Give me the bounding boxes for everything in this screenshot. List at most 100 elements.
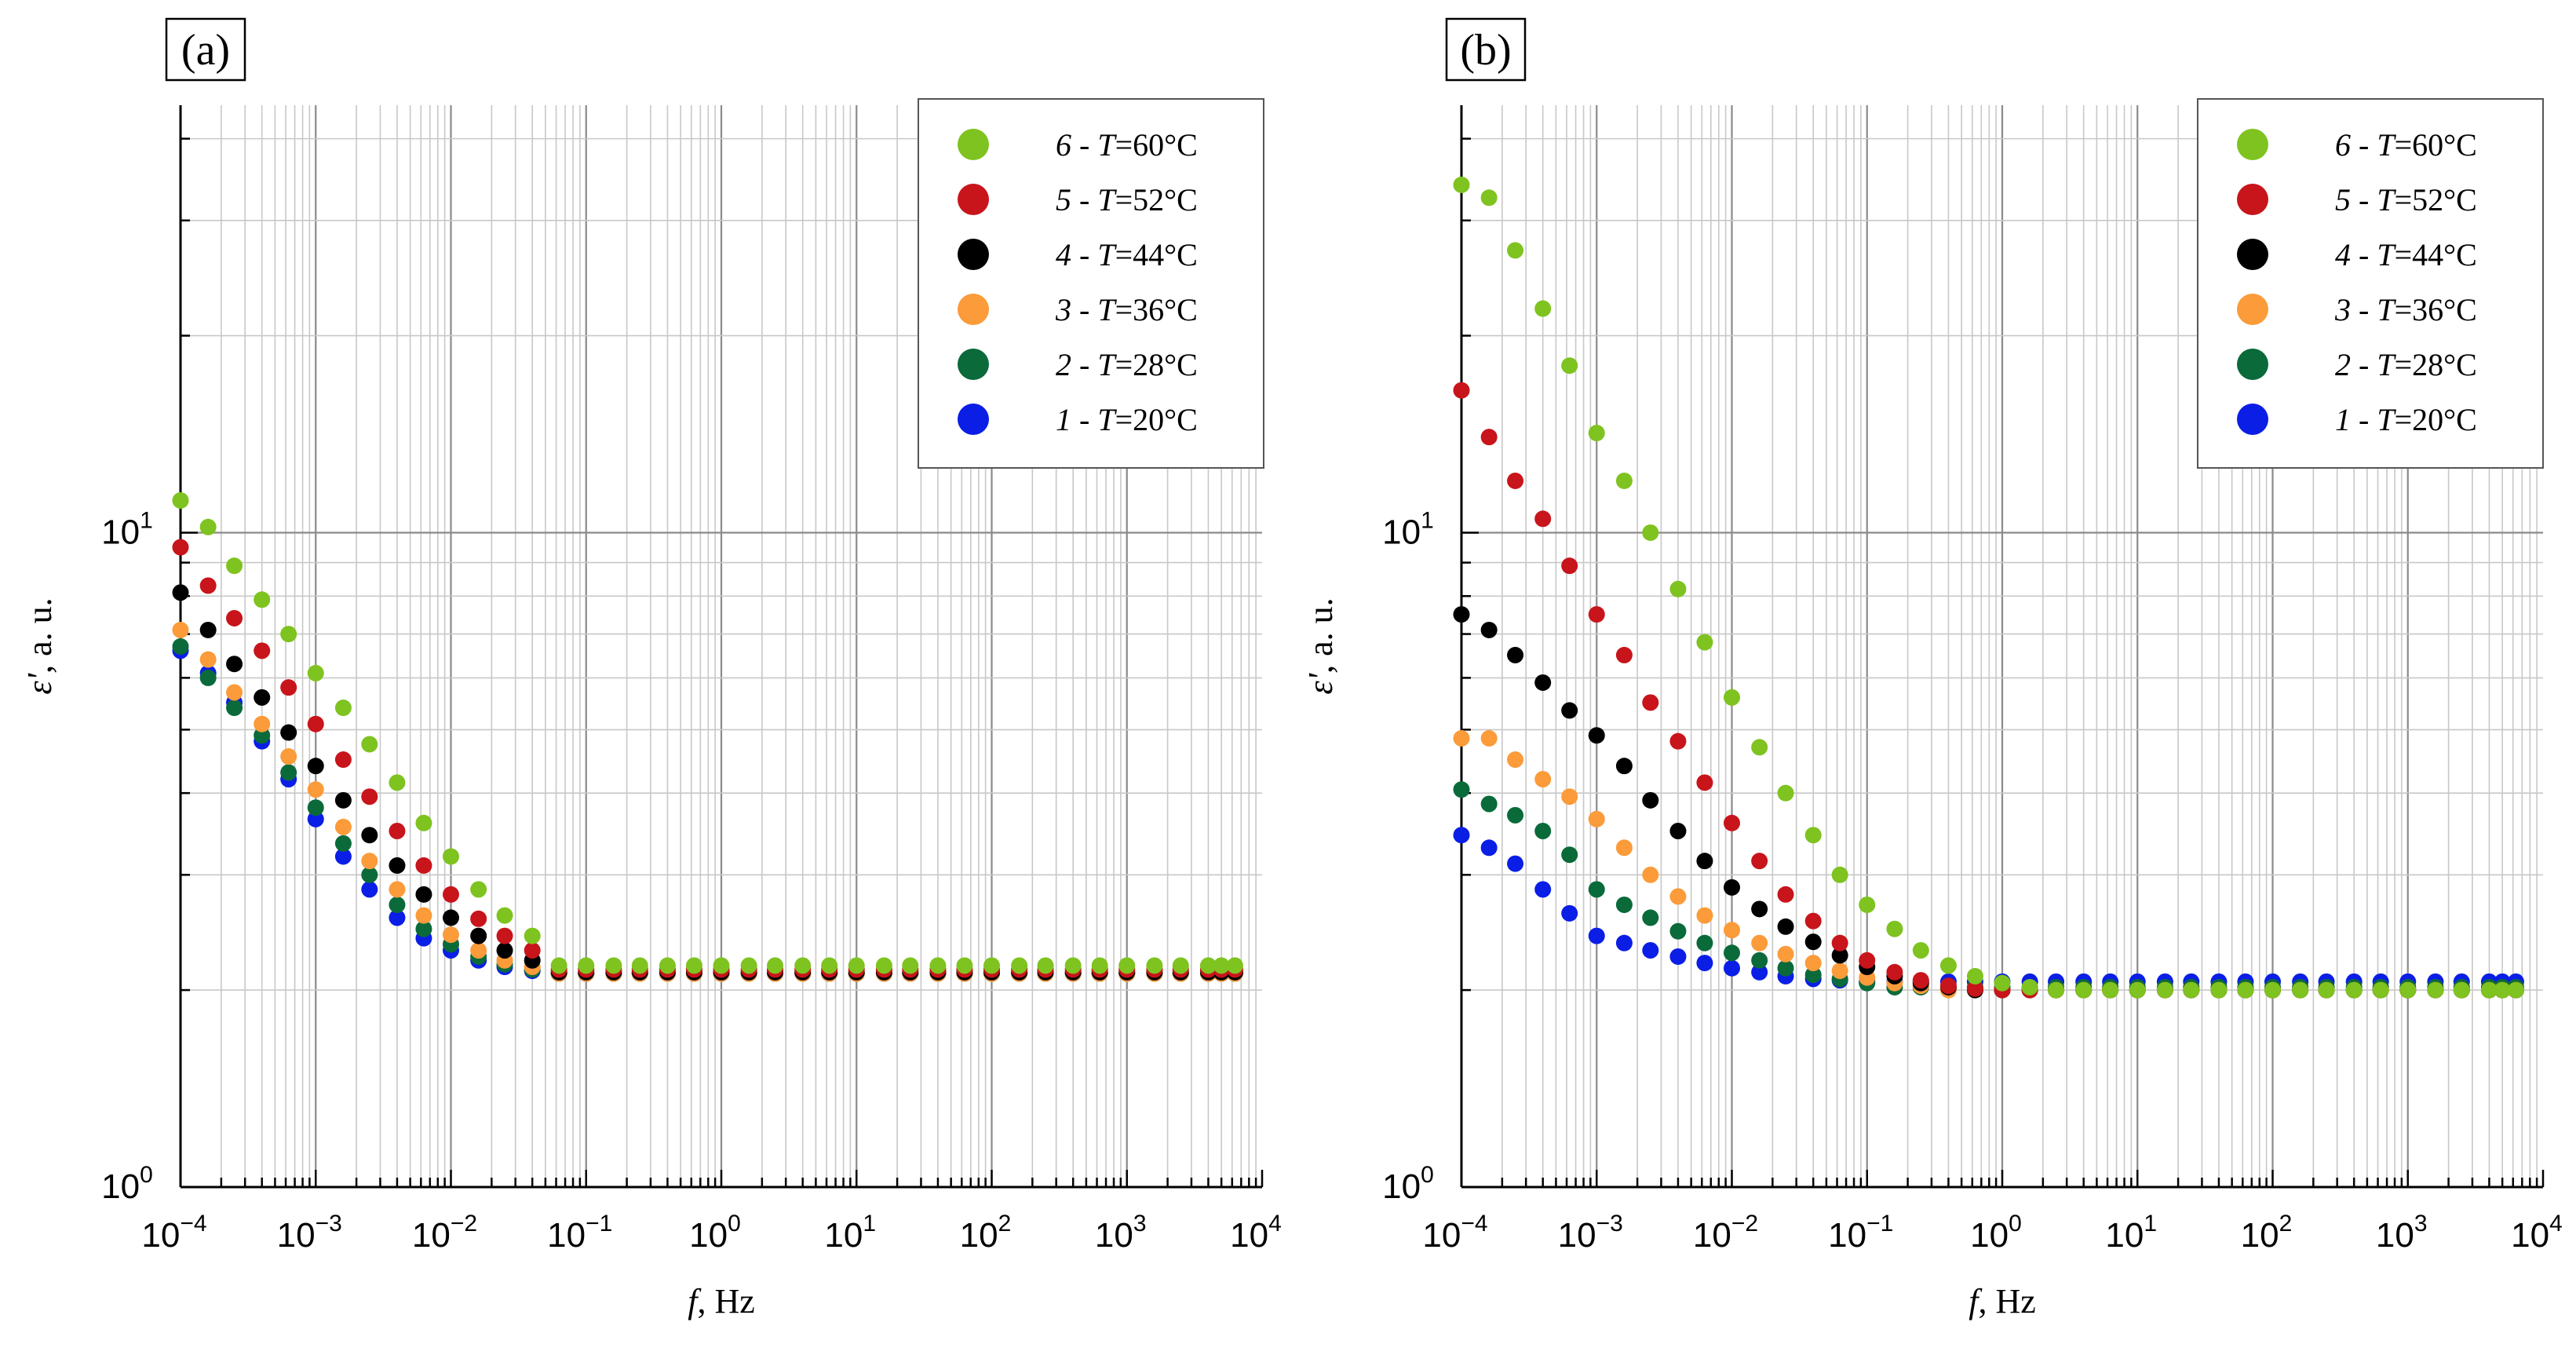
data-point [415,857,432,874]
legend-value: =52°C [2395,182,2477,217]
data-point [1777,959,1794,977]
data-point [1480,839,1498,857]
data-point [1831,963,1848,980]
y-tick-label: 100 [101,1162,153,1206]
data-point [1696,853,1713,870]
data-point [1064,957,1082,974]
x-axis-title: f, Hz [1968,1282,2036,1321]
data-point [1453,606,1470,623]
x-tick-exponent: −4 [180,1211,206,1237]
legend-separator: - [2351,347,2377,382]
legend-variable: T [1097,182,1117,217]
legend-variable: T [2377,237,2396,272]
data-point [1172,957,1189,974]
data-point [307,810,324,827]
data-point [1534,300,1552,317]
legend-item: 1 - T=20°C [958,402,1198,437]
x-tick-exponent: −3 [1596,1211,1623,1237]
legend-value: =36°C [2395,292,2477,327]
data-point [1724,879,1740,896]
data-point [1507,472,1524,489]
data-point [2292,981,2309,999]
data-point [1642,866,1659,883]
data-point [1669,948,1687,965]
data-point [1561,357,1578,374]
legend-separator: - [1071,127,1097,163]
data-point [307,758,324,775]
x-tick-label: 103 [1095,1211,1147,1255]
data-point [1751,963,1768,981]
x-tick-base: 10 [1095,1216,1133,1255]
legend-marker [2237,404,2268,435]
data-point [361,853,378,870]
legend-separator: - [1071,237,1097,272]
data-point [1696,955,1713,972]
data-point [1480,189,1498,206]
data-point [875,957,892,974]
data-point [1669,823,1687,840]
data-point [1669,922,1687,940]
x-tick-base: 10 [1693,1216,1731,1255]
data-point [1724,922,1740,939]
data-point [1966,967,1983,985]
legend-variable: T [2377,292,2396,327]
data-point [1453,827,1470,844]
data-point [2427,981,2444,999]
data-point [1534,771,1552,788]
data-point [1724,944,1740,962]
data-point [713,957,730,974]
x-tick-base: 10 [1558,1216,1596,1255]
x-tick-exponent: 0 [728,1211,741,1237]
data-point [307,781,324,798]
legend-label: 3 - T=36°C [1055,292,1198,327]
legend-item: 5 - T=52°C [2237,182,2477,217]
data-point [1561,846,1578,864]
legend-marker [2237,184,2268,215]
data-point [1859,896,1876,913]
data-points [1453,176,2524,999]
data-point [199,669,217,686]
data-point [1615,839,1633,857]
data-point [1777,886,1794,903]
data-point [1453,382,1470,399]
chart-panel-a: 10−4 10−3 10−2 10−1 100 101 102 103 104100101f, … [20,17,1282,1321]
data-points [172,491,1243,982]
data-point [1912,972,1929,989]
data-point [1588,727,1605,744]
data-point [361,866,378,883]
legend-number: 4 [2335,237,2351,272]
legend-label: 4 - T=44°C [2335,237,2477,272]
legend-marker [958,349,989,380]
legend-marker [2237,294,2268,325]
x-tick-exponent: 3 [2414,1211,2428,1237]
legend-variable: T [2377,347,2396,382]
data-point [1859,952,1876,969]
x-tick-label: 10−1 [547,1211,612,1255]
data-point [1615,934,1633,952]
data-point [1507,242,1524,259]
y-tick-exponent: 0 [140,1162,153,1188]
data-point [307,799,324,816]
x-tick-label: 101 [824,1211,876,1255]
data-point [334,751,352,769]
data-point [1831,934,1848,952]
data-point [389,823,406,840]
data-point [685,957,702,974]
y-axis-unit: , a. u. [1301,597,1340,674]
data-point [794,957,812,974]
y-tick-exponent: 1 [140,507,153,533]
data-point [172,584,189,601]
data-point [1804,912,1822,930]
data-point [1480,621,1498,638]
x-tick-base: 10 [277,1216,316,1255]
data-point [1561,702,1578,719]
legend-label: 1 - T=20°C [2335,402,2477,437]
data-point [821,957,838,974]
data-point [415,886,432,903]
data-point [2399,981,2417,999]
legend-number: 3 [1055,292,1071,327]
data-point [2345,981,2363,999]
data-point [1453,781,1470,798]
data-point [1804,966,1822,984]
data-point [2237,981,2254,999]
